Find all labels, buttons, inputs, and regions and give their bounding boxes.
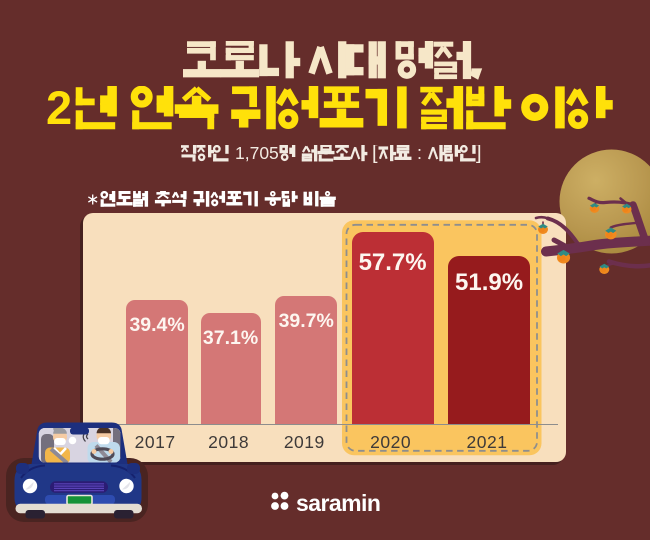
svg-text:2: 2	[46, 86, 72, 134]
svg-text:[: [	[372, 145, 378, 164]
svg-text:1,705: 1,705	[235, 145, 279, 163]
svg-text:saramin: saramin	[296, 490, 380, 516]
svg-text::: :	[417, 145, 422, 163]
svg-text:]: ]	[476, 145, 482, 164]
svg-text:∗: ∗	[86, 191, 99, 208]
